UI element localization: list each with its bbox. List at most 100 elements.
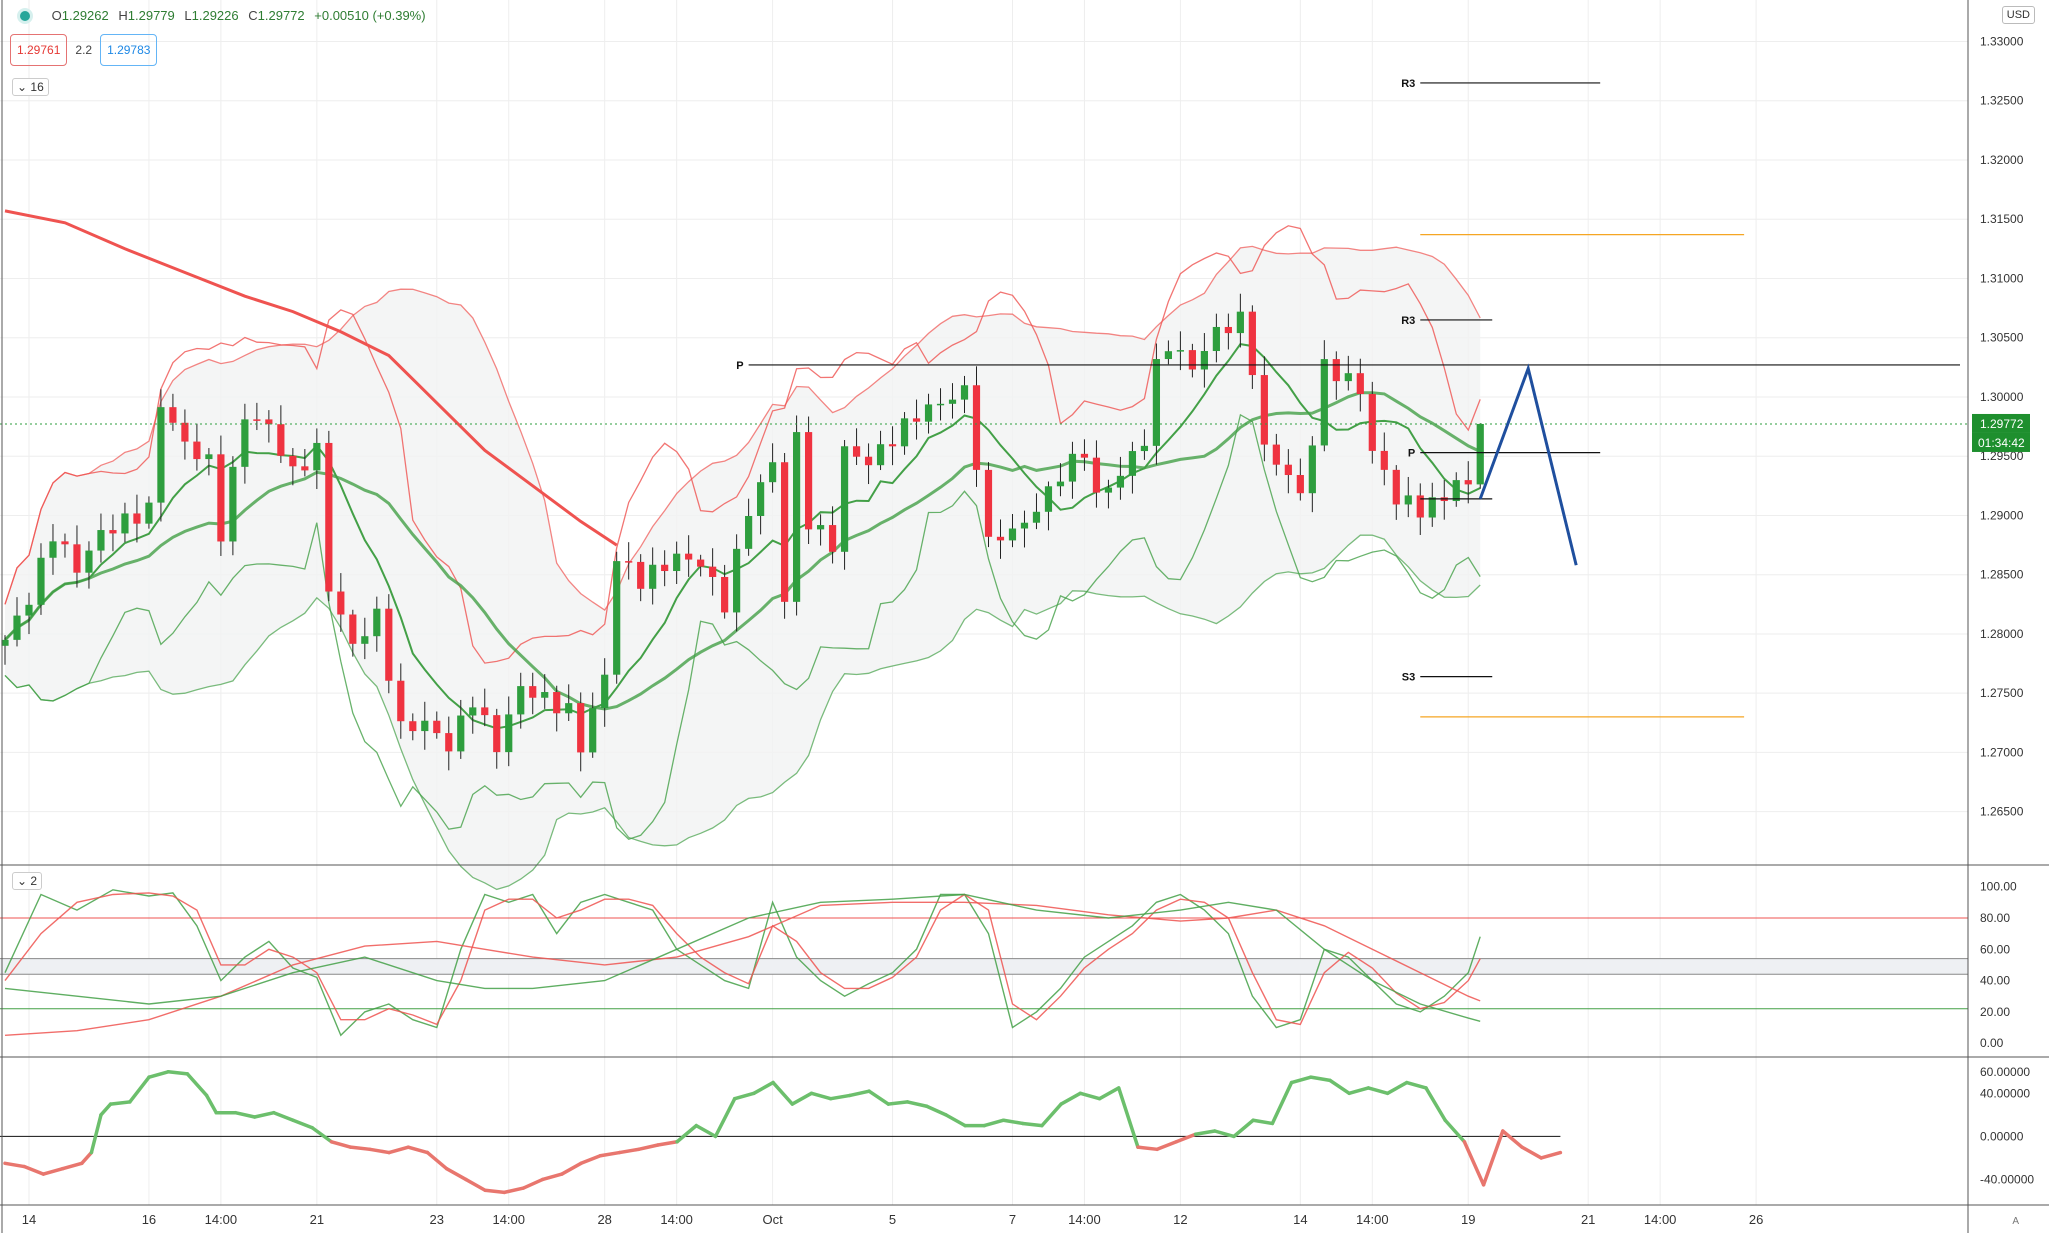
auto-scale-button[interactable]: A [2012,1216,2019,1227]
mom-segment [617,1147,641,1155]
candle-body [661,564,669,572]
candle-body [361,636,369,644]
candle-body [1104,487,1113,493]
mom-segment [1366,1086,1390,1096]
candle-body [193,441,201,460]
candle-body [924,404,933,422]
candle-body [852,446,861,457]
candle-body [25,604,33,616]
mom-segment [166,1070,190,1076]
candle-body [1368,393,1376,451]
mom-segment [1385,1080,1409,1096]
pivot-level-label: R3 [1401,78,1415,90]
candle-body [649,564,657,589]
mom-segment [1213,1129,1236,1139]
y-tick-label: 1.30500 [1980,331,2024,345]
candle-body [912,418,921,422]
candle-body [217,454,225,542]
candle-body [517,686,525,715]
mom-segment [1501,1129,1524,1149]
osc-y-tick-label: 0.00 [1980,1036,2004,1050]
candle-body [1008,528,1017,541]
x-tick-label: 28 [597,1212,611,1227]
mom-segment [41,1166,65,1176]
mom-segment [809,1091,833,1101]
candle-body [241,419,249,467]
candle-body [493,715,501,753]
osc-series-line [4,901,1481,1036]
y-tick-label: 1.26500 [1980,805,2024,819]
candle-body [445,733,453,752]
mom-segment [848,1089,871,1098]
mom-segment [99,1102,113,1117]
candle-body [229,466,237,542]
candle-body [1404,495,1412,505]
mom-segment [732,1091,756,1101]
declining-ma-line [4,209,618,547]
osc-y-tick-label: 80.00 [1980,911,2010,925]
countdown-badge-value: 01:34:42 [1978,436,2025,450]
low-label: L [184,8,192,23]
candle-body [565,703,573,714]
candle-body [349,614,357,644]
open-label: O [51,8,62,23]
spread-value: 2.2 [75,43,93,57]
ask-button[interactable]: 1.29783 [100,34,158,66]
mom-segment [636,1143,660,1152]
candle-body [1068,453,1077,482]
bid-button[interactable]: 1.29761 [10,34,68,66]
candle-body [133,513,141,524]
candle-body [1272,444,1280,465]
candle-body [1332,359,1340,382]
candle-body [876,444,885,466]
mom-segment [502,1186,526,1195]
mom-segment [252,1110,276,1119]
candle-body [948,399,957,404]
mom-segment [329,1140,353,1149]
x-tick-label: 14:00 [492,1212,525,1227]
candle-body [265,419,273,425]
mom-segment [1289,1075,1313,1085]
candle-body [960,385,969,400]
currency-button[interactable]: USD [2001,6,2035,24]
candle-body [121,513,129,534]
candle-body [1392,469,1400,505]
candle-body [1116,475,1125,488]
candle-body [828,525,837,552]
candle-body [936,403,945,406]
projection-zigzag [1478,363,1578,566]
candle-body [1416,495,1424,518]
candle-body [205,454,213,460]
short-ma-line [4,343,1481,730]
mom-segment [1174,1132,1198,1144]
price-badge-bg [1972,413,2030,433]
mom-segment [233,1110,257,1119]
main-indicators-toggle[interactable]: ⌄ 16 [12,78,49,96]
candle-body [553,692,561,714]
mom-segment [771,1080,795,1106]
candle-body [109,530,117,534]
chevron-down-icon: ⌄ [17,80,28,94]
candle-body [277,424,285,456]
mom-segment [521,1177,545,1190]
candle-body [804,432,813,530]
candle-body [637,561,645,589]
mom-segment [368,1147,391,1155]
mom-segment [752,1080,775,1096]
high-label: H [118,8,128,23]
mom-segment [598,1150,622,1158]
oscillator-indicators-toggle[interactable]: ⌄ 2 [12,872,43,890]
x-tick-label: 14:00 [1068,1212,1101,1227]
candle-body [49,541,57,558]
open-value: 1.29262 [61,8,109,23]
mom-segment [1328,1078,1351,1096]
candle-body [385,608,393,681]
candle-body [1092,457,1101,493]
mom-segment [1481,1129,1505,1187]
main-indicators-count: 16 [30,80,44,94]
mom-segment [560,1161,583,1176]
candle-body [313,442,321,471]
mom-segment [291,1118,314,1130]
osc-series-line [4,893,1481,1022]
